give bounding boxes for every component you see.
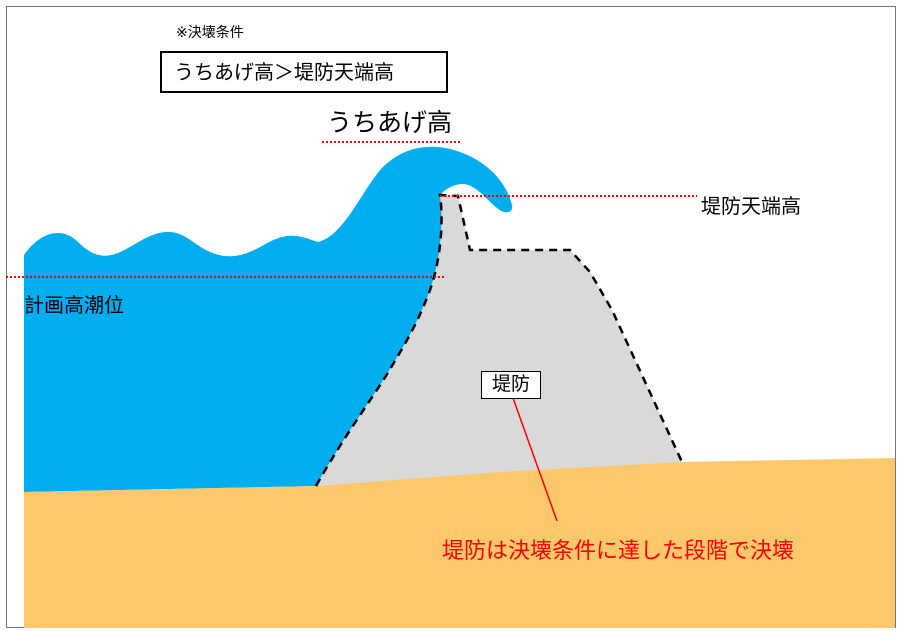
runup-height-label: うちあげ高 [327, 103, 452, 139]
failure-condition-box: うちあげ高＞堤防天端高 [160, 51, 448, 93]
levee-label: 堤防 [481, 371, 541, 399]
failure-note: 堤防は決壊条件に達した段階で決壊 [442, 533, 794, 565]
failure-condition-title: ※決壊条件 [176, 22, 244, 42]
crest-height-label: 堤防天端高 [701, 190, 801, 219]
design-tide-label: 計画高潮位 [24, 289, 124, 318]
